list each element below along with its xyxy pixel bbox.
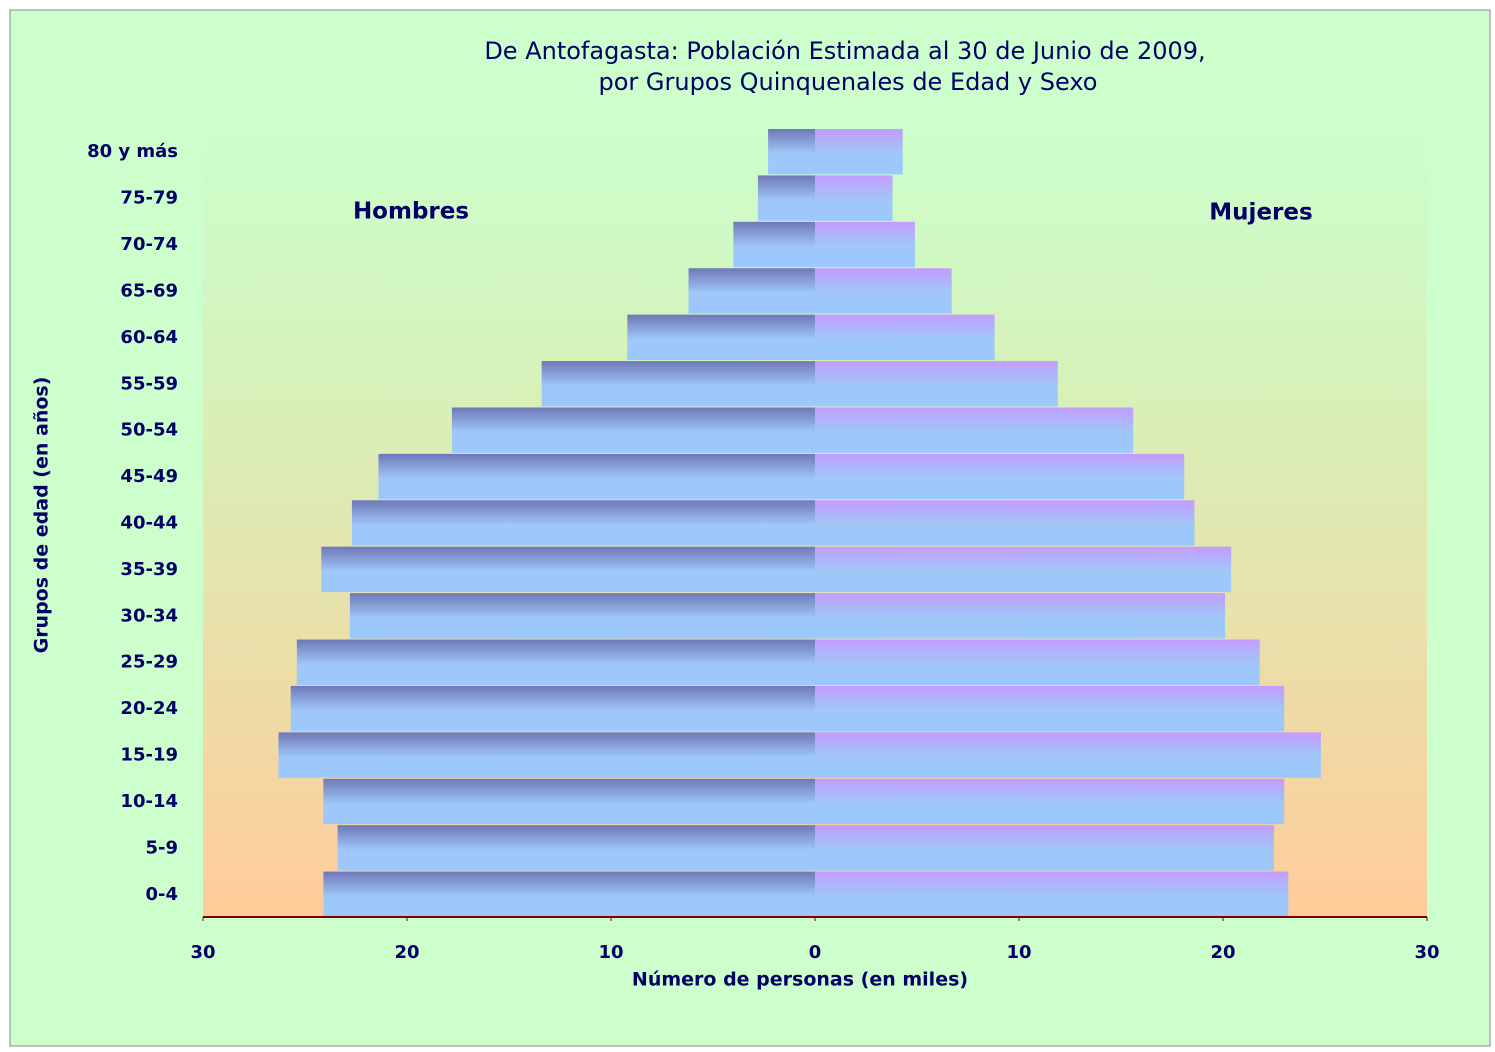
- bar: [815, 685, 1285, 732]
- y-tick-label: 5-9: [145, 837, 178, 858]
- bar: [337, 825, 815, 871]
- bar: [296, 639, 816, 685]
- bar: [815, 407, 1134, 453]
- bar: [451, 407, 815, 453]
- y-tick-label: 10-14: [120, 791, 178, 812]
- chart-title: De Antofagasta: Población Estimada al 30…: [484, 37, 1205, 65]
- y-tick-label: 60-64: [120, 327, 178, 348]
- bar: [757, 175, 815, 221]
- bar: [815, 778, 1285, 825]
- bar: [815, 361, 1058, 407]
- bar: [815, 175, 893, 221]
- bar: [688, 268, 815, 314]
- bar: [627, 314, 815, 361]
- bar: [351, 500, 815, 546]
- bar: [541, 361, 815, 407]
- legend-label: Mujeres: [1209, 200, 1312, 226]
- x-tick-label: 10: [598, 942, 623, 963]
- bar: [321, 546, 815, 593]
- y-tick-label: 0-4: [145, 884, 178, 905]
- bar: [323, 778, 815, 825]
- y-tick-label: 65-69: [120, 280, 178, 301]
- x-tick-label: 20: [394, 942, 419, 963]
- y-tick-label: 15-19: [120, 745, 178, 766]
- y-tick-label: 30-34: [120, 605, 178, 626]
- bar: [378, 453, 815, 500]
- bar: [768, 129, 815, 175]
- y-tick-label: 45-49: [120, 466, 178, 487]
- legend-label: Hombres: [353, 199, 469, 225]
- bar: [349, 593, 815, 639]
- bar: [815, 732, 1321, 778]
- y-tick-label: 35-39: [120, 559, 178, 580]
- x-axis-title: Número de personas (en miles): [632, 969, 968, 991]
- bar: [815, 825, 1274, 871]
- y-tick-label: 25-29: [120, 652, 178, 673]
- x-tick-label: 20: [1210, 942, 1235, 963]
- bar: [323, 871, 815, 917]
- x-tick-label: 10: [1006, 942, 1031, 963]
- bar: [815, 593, 1226, 639]
- bar: [815, 500, 1195, 546]
- y-tick-label: 80 y más: [87, 141, 178, 162]
- x-tick-label: 30: [190, 942, 215, 963]
- chart-title: por Grupos Quinquenales de Edad y Sexo: [599, 68, 1098, 96]
- bar: [815, 871, 1289, 917]
- bar: [815, 221, 915, 268]
- bar: [815, 268, 952, 314]
- bar: [290, 685, 816, 732]
- bar: [278, 732, 816, 778]
- y-tick-label: 75-79: [120, 188, 178, 209]
- y-tick-label: 40-44: [120, 513, 178, 534]
- y-tick-label: 70-74: [120, 234, 178, 255]
- bar: [733, 221, 815, 268]
- bar: [815, 129, 903, 175]
- y-axis-title: Grupos de edad (en años): [31, 377, 53, 654]
- bar: [815, 453, 1185, 500]
- x-tick-label: 0: [809, 942, 822, 963]
- y-tick-label: 50-54: [120, 420, 178, 441]
- y-tick-label: 20-24: [120, 698, 178, 719]
- bar: [815, 314, 995, 361]
- bar: [815, 639, 1260, 685]
- x-tick-label: 30: [1414, 942, 1439, 963]
- bar: [815, 546, 1232, 593]
- y-tick-label: 55-59: [120, 373, 178, 394]
